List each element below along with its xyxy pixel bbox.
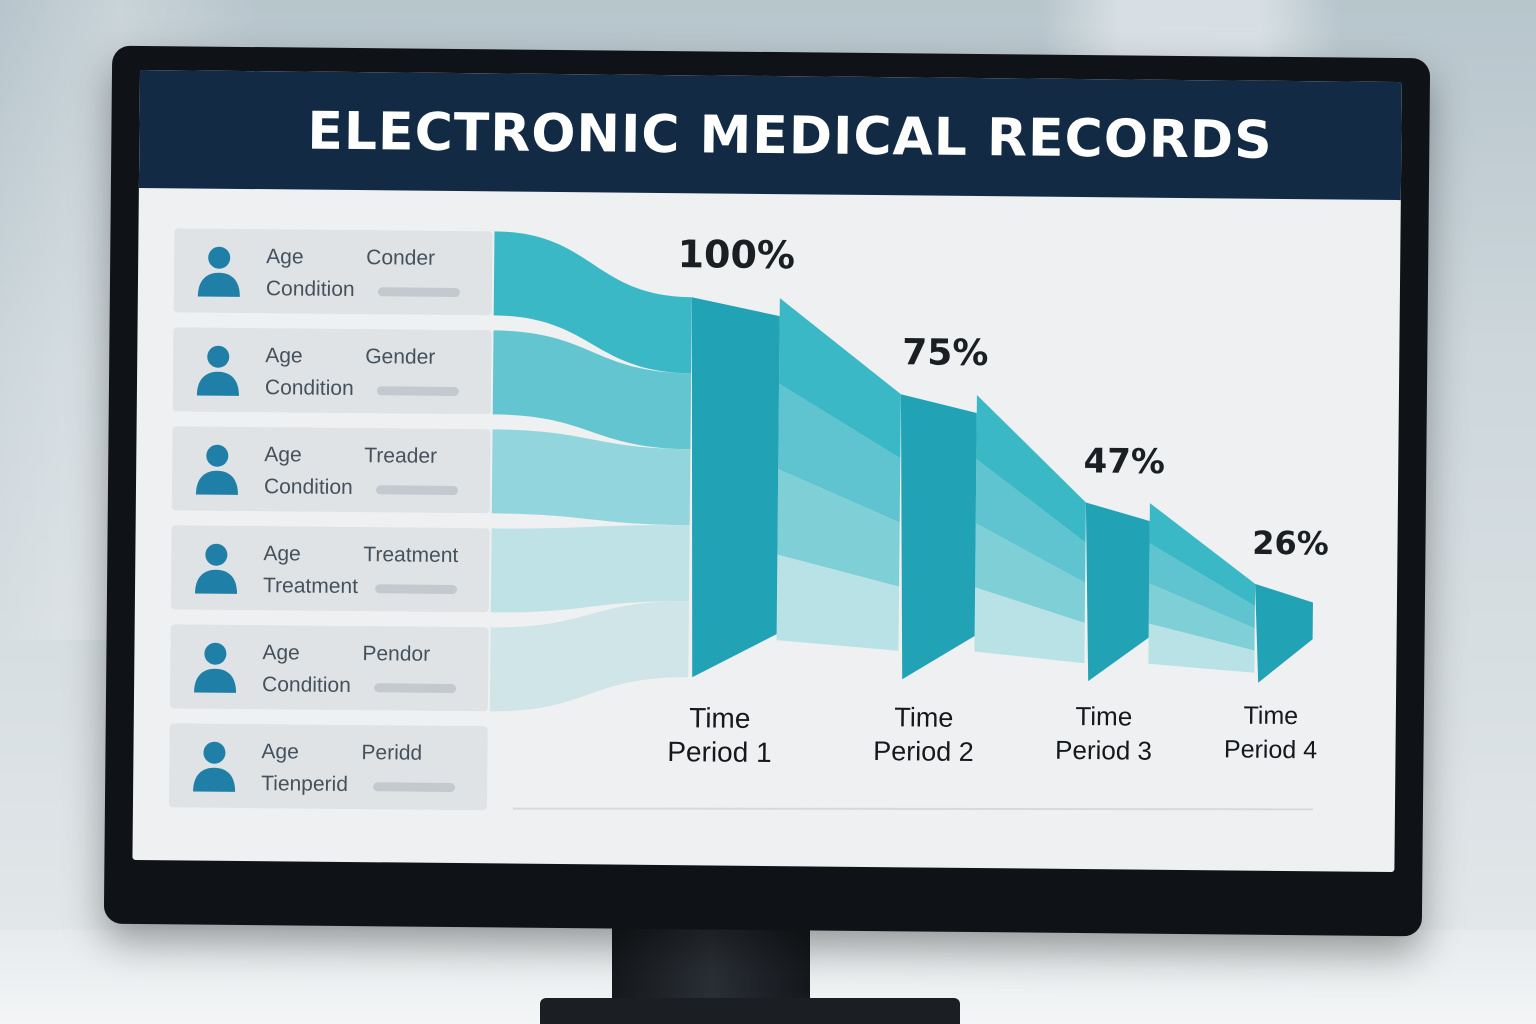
record-value-bar: [376, 386, 459, 397]
record-card[interactable]: Age Treader Condition: [171, 426, 491, 514]
person-icon: [191, 737, 238, 793]
category-label-1-line-2: Period 1: [667, 736, 772, 768]
bar-4: [1255, 583, 1313, 683]
flow-band-1-4: [776, 554, 900, 651]
record-condition-label: Tienperid: [261, 772, 349, 796]
record-age-label: Age: [264, 443, 302, 467]
record-tag-label: Gender: [365, 345, 436, 369]
record-condition-label: Treatment: [262, 574, 359, 599]
record-card[interactable]: Age Pendor Condition: [169, 624, 489, 712]
flow-band-record-3: [491, 429, 691, 526]
record-age-label: Age: [266, 245, 304, 269]
record-condition-label: Condition: [264, 376, 354, 401]
flow-band-record-2: [492, 330, 692, 450]
monitor-stand-base: [540, 998, 960, 1024]
category-label-4-line-2: Period 4: [1224, 735, 1317, 764]
chart-baseline: [512, 807, 1313, 811]
value-label-1: 100%: [677, 232, 795, 277]
flow-band-1-1: [779, 298, 901, 459]
record-tag-label: Conder: [366, 246, 436, 270]
record-condition-label: Condition: [265, 277, 355, 302]
flow-band-record-1: [493, 231, 692, 374]
record-value-bar: [375, 584, 458, 595]
flow-band-record-4: [490, 525, 690, 613]
flow-band-record-5: [489, 601, 689, 712]
category-label-1-line-1: Time: [689, 702, 750, 734]
record-value-bar: [373, 782, 456, 793]
flow-band-3-4: [1148, 623, 1255, 673]
record-value-bar: [377, 287, 460, 298]
record-tag-label: Pendor: [362, 642, 431, 666]
person-icon: [196, 243, 243, 299]
value-label-3: 47%: [1083, 441, 1165, 482]
record-card[interactable]: Age Treatment Treatment: [170, 525, 490, 613]
record-value-bar: [375, 485, 459, 496]
record-card[interactable]: Age Conder Condition: [173, 228, 493, 316]
record-tag-label: Treatment: [363, 543, 459, 568]
person-icon: [195, 342, 242, 398]
flow-band-1-3: [777, 469, 900, 587]
category-label-4-line-1: Time: [1243, 702, 1298, 731]
record-condition-label: Condition: [262, 673, 351, 698]
record-age-label: Age: [263, 542, 301, 566]
flow-band-3-3: [1148, 583, 1255, 651]
person-icon: [193, 539, 240, 595]
flow-band-3-2: [1149, 543, 1255, 629]
record-age-label: Age: [261, 740, 299, 764]
flow-band-2-4: [974, 587, 1085, 664]
monitor-bezel: ELECTRONIC MEDICAL RECORDS 100% Time Perio…: [103, 45, 1431, 937]
record-list: Age Conder Condition Age Gender Condition Age T…: [168, 228, 497, 825]
bar-1: [691, 297, 780, 678]
record-card[interactable]: Age Peridd Tienperid: [168, 723, 488, 811]
category-label-3-line-2: Period 3: [1055, 735, 1152, 766]
record-age-label: Age: [262, 641, 300, 665]
record-tag-label: Peridd: [361, 741, 423, 765]
value-label-2: 75%: [902, 332, 989, 374]
record-age-label: Age: [265, 344, 303, 368]
flow-band-2-3: [975, 523, 1086, 624]
category-label-2-line-2: Period 2: [873, 736, 974, 767]
flow-band-2-2: [975, 459, 1086, 583]
record-condition-label: Condition: [263, 475, 353, 500]
person-icon: [192, 638, 239, 694]
record-card[interactable]: Age Gender Condition: [172, 327, 492, 415]
flow-band-3-1: [1149, 503, 1256, 607]
flow-band-2-1: [976, 395, 1086, 543]
bar-3: [1085, 502, 1150, 682]
flow-band-1-2: [778, 383, 901, 523]
value-label-4: 26%: [1252, 524, 1329, 563]
category-label-3-line-1: Time: [1075, 701, 1132, 732]
record-tag-label: Treader: [364, 444, 438, 468]
person-icon: [194, 441, 241, 497]
record-value-bar: [374, 683, 457, 694]
bar-2: [900, 394, 977, 680]
category-label-2-line-1: Time: [894, 702, 953, 733]
monitor-screen: ELECTRONIC MEDICAL RECORDS 100% Time Perio…: [132, 69, 1402, 873]
